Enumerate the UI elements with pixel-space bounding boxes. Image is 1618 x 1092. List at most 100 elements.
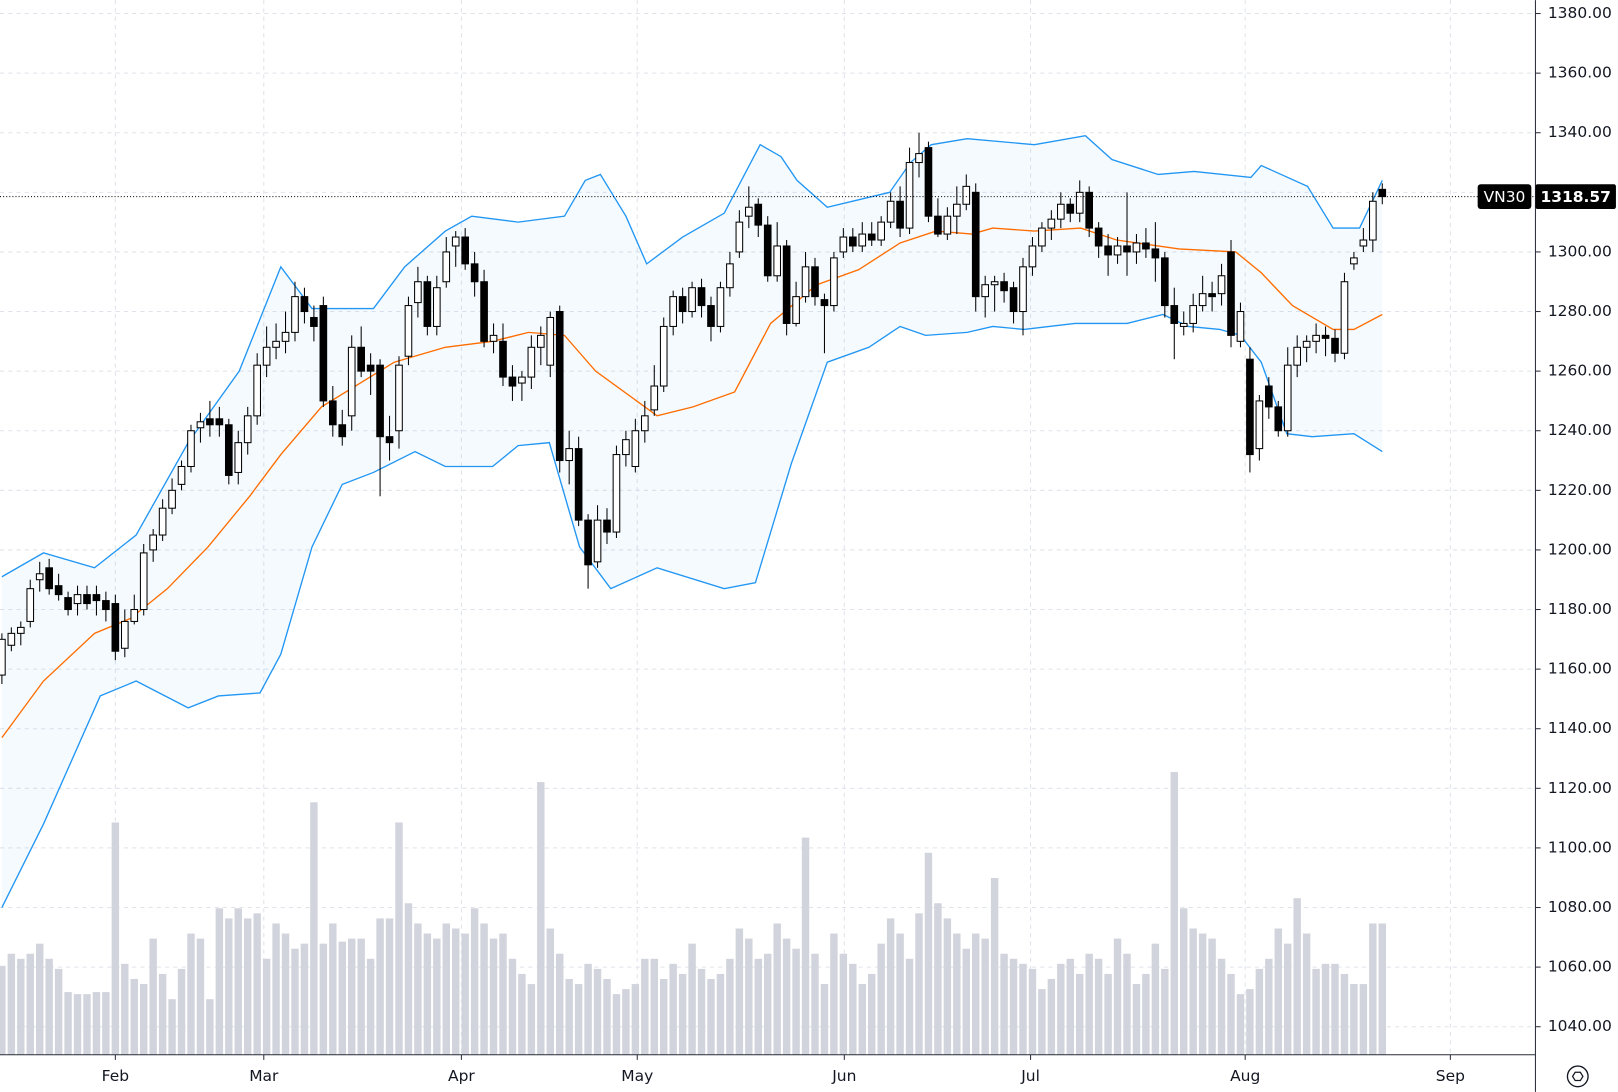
volume-bar	[556, 953, 564, 1055]
y-tick-label: 1080.00	[1548, 898, 1612, 916]
candle-body	[1104, 245, 1112, 256]
volume-bar	[92, 992, 101, 1055]
x-tick-label: Mar	[249, 1067, 279, 1085]
volume-bar	[0, 965, 6, 1055]
candle-body	[669, 296, 677, 327]
indicator-line	[1, 227, 1383, 739]
volume-bar	[338, 941, 346, 1055]
candle-body	[291, 296, 299, 333]
candle-body	[1369, 200, 1377, 241]
candle-body	[385, 436, 394, 444]
candle-body	[1350, 257, 1358, 265]
candle-body	[1208, 293, 1216, 298]
symbol-tag	[1477, 184, 1532, 209]
candle-body	[1066, 203, 1075, 214]
volume-bar	[329, 923, 337, 1055]
volume-bar	[1369, 923, 1377, 1055]
volume-bar	[348, 938, 356, 1055]
candle-body	[527, 346, 536, 378]
volume-bar	[300, 943, 309, 1055]
volume-bar	[565, 978, 573, 1055]
price-tag	[1535, 184, 1616, 209]
candle-body	[574, 448, 583, 521]
candle-body	[1274, 406, 1283, 432]
candle-body	[1057, 203, 1065, 220]
volume-bar	[102, 992, 110, 1055]
candle-body	[518, 376, 526, 384]
candle-body	[631, 430, 640, 468]
candle-body	[1198, 293, 1207, 307]
volume-bar	[7, 953, 16, 1055]
y-tick-label: 1360.00	[1548, 64, 1612, 82]
candle-body	[187, 430, 195, 468]
candle-body	[366, 364, 375, 372]
y-tick-label: 1340.00	[1548, 123, 1612, 141]
volume-bar	[650, 958, 658, 1055]
volume-bar	[669, 963, 677, 1055]
candle-body	[659, 325, 668, 387]
volume-bar	[782, 938, 791, 1055]
candle-body	[1302, 340, 1311, 348]
volume-bar	[281, 933, 290, 1055]
candle-body	[338, 424, 347, 438]
volume-bar	[593, 968, 602, 1055]
candle-body	[735, 221, 744, 253]
x-tick-label: Jun	[831, 1067, 856, 1085]
volume-bar	[376, 918, 384, 1055]
candle-body	[697, 287, 706, 307]
candle-body	[839, 236, 848, 253]
icon-ring[interactable]	[1566, 1065, 1589, 1088]
candle-body	[234, 442, 243, 473]
volume-bar	[972, 933, 980, 1055]
volume-bar	[981, 938, 989, 1055]
volume-bar	[603, 978, 611, 1055]
volume-bar	[83, 994, 91, 1055]
candle-body	[432, 287, 441, 327]
settings-icon[interactable]	[1566, 1065, 1589, 1088]
y-tick-label: 1160.00	[1548, 660, 1612, 678]
volume-bar	[45, 958, 53, 1055]
candle-body	[45, 567, 53, 590]
volume-bar	[196, 938, 205, 1055]
volume-bar	[811, 953, 819, 1055]
candle-body	[934, 215, 942, 235]
volume-bar	[905, 958, 914, 1055]
candle-body	[26, 588, 35, 622]
candle-body	[130, 609, 139, 622]
candle-body	[603, 519, 611, 533]
volume-bar	[1189, 928, 1197, 1055]
candle-body	[688, 287, 696, 313]
candle-body	[1000, 281, 1008, 292]
candle-body	[1331, 337, 1339, 354]
candle-body	[981, 284, 990, 298]
volume-bar	[35, 943, 44, 1055]
volume-bar	[1038, 989, 1046, 1055]
volume-bar	[1331, 963, 1339, 1055]
volume-bar	[1302, 933, 1311, 1055]
volume-bar	[1113, 938, 1122, 1055]
candle-body	[1075, 191, 1084, 214]
candle-body	[650, 385, 659, 411]
candle-body	[546, 316, 555, 366]
volume-bar	[622, 989, 630, 1055]
icon-hex[interactable]	[1571, 1071, 1584, 1082]
candle-body	[1028, 245, 1037, 268]
candle-body	[1038, 227, 1046, 247]
x-tick-label: Apr	[448, 1067, 475, 1085]
candle-body	[177, 465, 186, 485]
volume-bar	[1340, 973, 1349, 1055]
volume-bar	[716, 973, 725, 1055]
candle-body	[1246, 358, 1254, 456]
candle-body	[1161, 257, 1169, 307]
volume-bar	[414, 923, 422, 1055]
candle-body	[395, 364, 403, 432]
candle-body	[924, 147, 933, 217]
volume-bar	[291, 948, 299, 1055]
volume-bar	[1123, 953, 1131, 1055]
candle-body	[158, 507, 167, 536]
candle-body	[357, 346, 365, 372]
volume-bar	[1293, 898, 1301, 1055]
volume-bar	[990, 878, 999, 1055]
